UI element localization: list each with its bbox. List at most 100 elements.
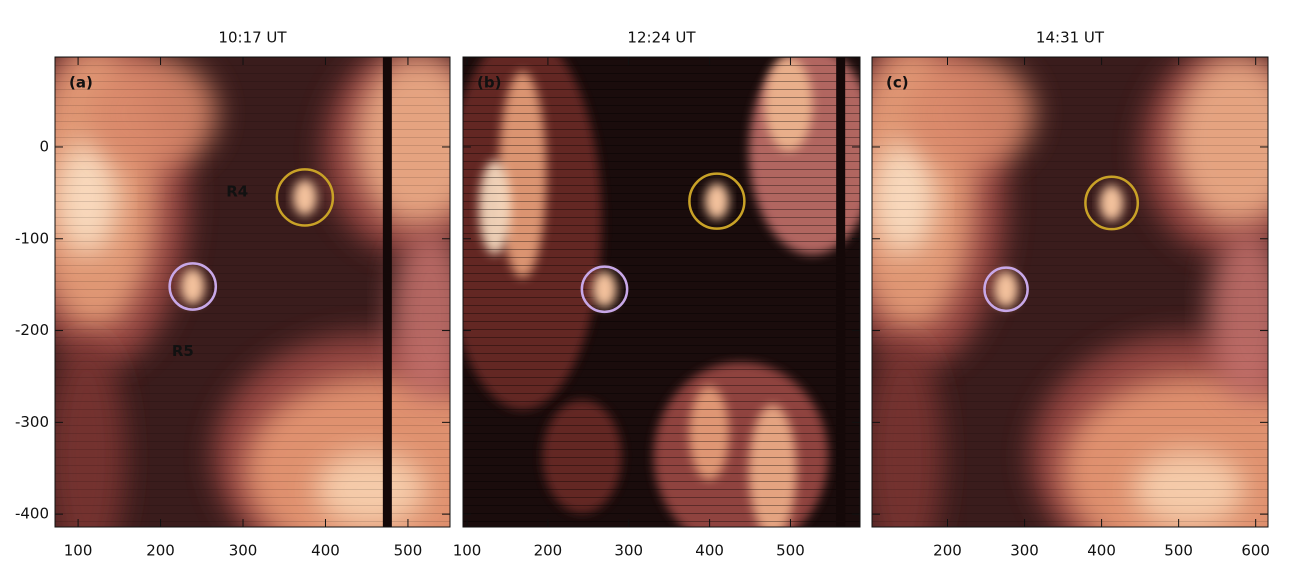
- scan-line: [55, 201, 450, 202]
- scan-line: [872, 321, 1268, 322]
- intensity-region: [55, 141, 119, 255]
- scan-line: [872, 313, 1268, 314]
- scan-line: [55, 217, 450, 218]
- scan-line: [463, 201, 860, 202]
- scan-line: [463, 89, 860, 90]
- scan-line: [872, 169, 1268, 170]
- scan-line: [872, 193, 1268, 194]
- scan-line: [55, 393, 450, 394]
- scan-line: [55, 185, 450, 186]
- image-panel: [872, 57, 1268, 527]
- intensity-region: [55, 339, 127, 527]
- x-tick-label: 100: [453, 542, 482, 560]
- y-tick-label: -400: [15, 505, 49, 523]
- scan-line: [463, 65, 860, 66]
- scan-line: [872, 465, 1268, 466]
- region-circle: [1084, 175, 1140, 231]
- scan-line: [463, 105, 860, 106]
- scan-line: [463, 521, 860, 522]
- intensity-region: [764, 57, 813, 151]
- scan-line: [55, 145, 450, 146]
- scan-line: [872, 153, 1268, 154]
- x-tick-label: 300: [229, 542, 258, 560]
- scan-line: [872, 241, 1268, 242]
- intensity-region: [90, 57, 217, 170]
- x-tick-label: 500: [1164, 542, 1193, 560]
- scan-line: [463, 329, 860, 330]
- scan-line: [463, 505, 860, 506]
- x-tick-label: 100: [64, 542, 93, 560]
- panel-label: (b): [477, 74, 501, 92]
- scan-line: [463, 449, 860, 450]
- panel-title: 14:31 UT: [1036, 29, 1105, 47]
- scan-line: [55, 409, 450, 410]
- scan-line: [55, 433, 450, 434]
- scan-line: [55, 337, 450, 338]
- scan-line: [463, 425, 860, 426]
- scan-line: [55, 361, 450, 362]
- x-tick-label: 200: [146, 542, 175, 560]
- scan-line: [463, 241, 860, 242]
- scan-line: [55, 473, 450, 474]
- scan-line: [463, 161, 860, 162]
- scan-line: [463, 281, 860, 282]
- scan-line: [463, 177, 860, 178]
- scan-line: [463, 385, 860, 386]
- intensity-region: [872, 339, 944, 527]
- intensity-region: [390, 230, 450, 401]
- intensity-region: [1208, 230, 1268, 401]
- scan-line: [55, 457, 450, 458]
- scan-line: [463, 513, 860, 514]
- x-tick-label: 200: [534, 542, 563, 560]
- scan-line: [872, 201, 1268, 202]
- scan-line: [872, 81, 1268, 82]
- scan-line: [872, 489, 1268, 490]
- scan-line: [463, 209, 860, 210]
- scan-line: [463, 185, 860, 186]
- scan-line: [872, 393, 1268, 394]
- intensity-region: [315, 451, 427, 527]
- scan-line: [55, 113, 450, 114]
- scan-line: [55, 129, 450, 130]
- scan-line: [872, 513, 1268, 514]
- scan-line: [55, 241, 450, 242]
- x-tick-label: 600: [1241, 542, 1270, 560]
- frame: [871, 56, 1269, 528]
- region-label: R4: [226, 182, 248, 200]
- scan-line: [55, 73, 450, 74]
- scan-line: [463, 145, 860, 146]
- scan-line: [872, 361, 1268, 362]
- x-tick-label: 500: [776, 542, 805, 560]
- scan-line: [872, 441, 1268, 442]
- x-tick-label: 300: [1010, 542, 1039, 560]
- scan-line: [463, 353, 860, 354]
- scan-line: [872, 105, 1268, 106]
- scan-line: [55, 81, 450, 82]
- scan-line: [872, 257, 1268, 258]
- scan-line: [55, 401, 450, 402]
- intensity-region: [689, 386, 729, 480]
- panel-title: 10:17 UT: [218, 29, 287, 47]
- scan-line: [463, 313, 860, 314]
- scan-line: [55, 289, 450, 290]
- scan-line: [55, 441, 450, 442]
- scan-line: [872, 281, 1268, 282]
- image-panel: [463, 57, 860, 527]
- region-circle: [580, 265, 629, 314]
- panel-label: (c): [886, 74, 909, 92]
- scan-line: [872, 273, 1268, 274]
- scan-line: [55, 193, 450, 194]
- scan-line: [463, 121, 860, 122]
- scan-line: [463, 409, 860, 410]
- scan-line: [55, 377, 450, 378]
- bright-point: [704, 183, 729, 220]
- scan-line: [463, 489, 860, 490]
- scan-line: [55, 257, 450, 258]
- scan-line: [463, 321, 860, 322]
- scan-line: [463, 169, 860, 170]
- scan-line: [55, 305, 450, 306]
- scan-line: [463, 465, 860, 466]
- scan-line: [872, 209, 1268, 210]
- scan-line: [872, 97, 1268, 98]
